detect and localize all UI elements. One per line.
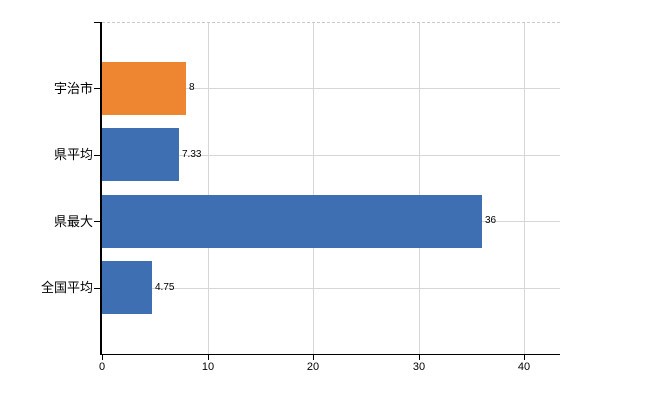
gridline-vertical: [208, 22, 209, 354]
y-axis-line: [100, 22, 102, 354]
x-axis-tick-mark: [208, 355, 209, 360]
y-axis-tick-mark: [94, 88, 100, 89]
bar-value-label: 7.33: [182, 149, 202, 160]
gridline-horizontal: [102, 88, 560, 89]
x-axis-tick-label: 10: [201, 361, 215, 373]
x-axis-line: [100, 354, 560, 355]
bar-全国平均: [102, 261, 152, 314]
y-axis-tick-mark: [94, 221, 100, 222]
bar-宇治市: [102, 62, 186, 115]
category-label-全国平均: 全国平均: [40, 280, 93, 295]
bar-県最大: [102, 195, 482, 248]
gridline-horizontal: [102, 288, 560, 289]
category-label-宇治市: 宇治市: [53, 81, 93, 96]
bar-value-label: 4.75: [155, 282, 175, 293]
x-axis-tick-label: 40: [517, 361, 531, 373]
plot-area: 8 7.33 36 4.75: [102, 22, 560, 354]
y-axis-tick-mark: [94, 22, 100, 23]
x-axis-tick-mark: [313, 355, 314, 360]
y-axis-tick-mark: [94, 155, 100, 156]
x-axis-tick-mark: [419, 355, 420, 360]
x-axis-tick-label: 0: [98, 361, 106, 373]
gridline-horizontal: [102, 155, 560, 156]
x-axis-tick-label: 30: [412, 361, 426, 373]
gridline-vertical: [419, 22, 420, 354]
x-axis-tick-mark: [524, 355, 525, 360]
gridline-vertical: [524, 22, 525, 354]
x-axis-tick-label: 20: [306, 361, 320, 373]
category-label-県最大: 県最大: [53, 214, 93, 229]
bar-value-label: 8: [189, 82, 195, 93]
category-label-県平均: 県平均: [53, 147, 93, 162]
bar-value-label: 36: [485, 215, 497, 226]
plot-top-dashed-border: [102, 22, 560, 23]
x-axis-tick-mark: [102, 355, 103, 360]
y-axis-tick-mark: [94, 288, 100, 289]
bar-県平均: [102, 128, 179, 181]
gridline-vertical: [313, 22, 314, 354]
